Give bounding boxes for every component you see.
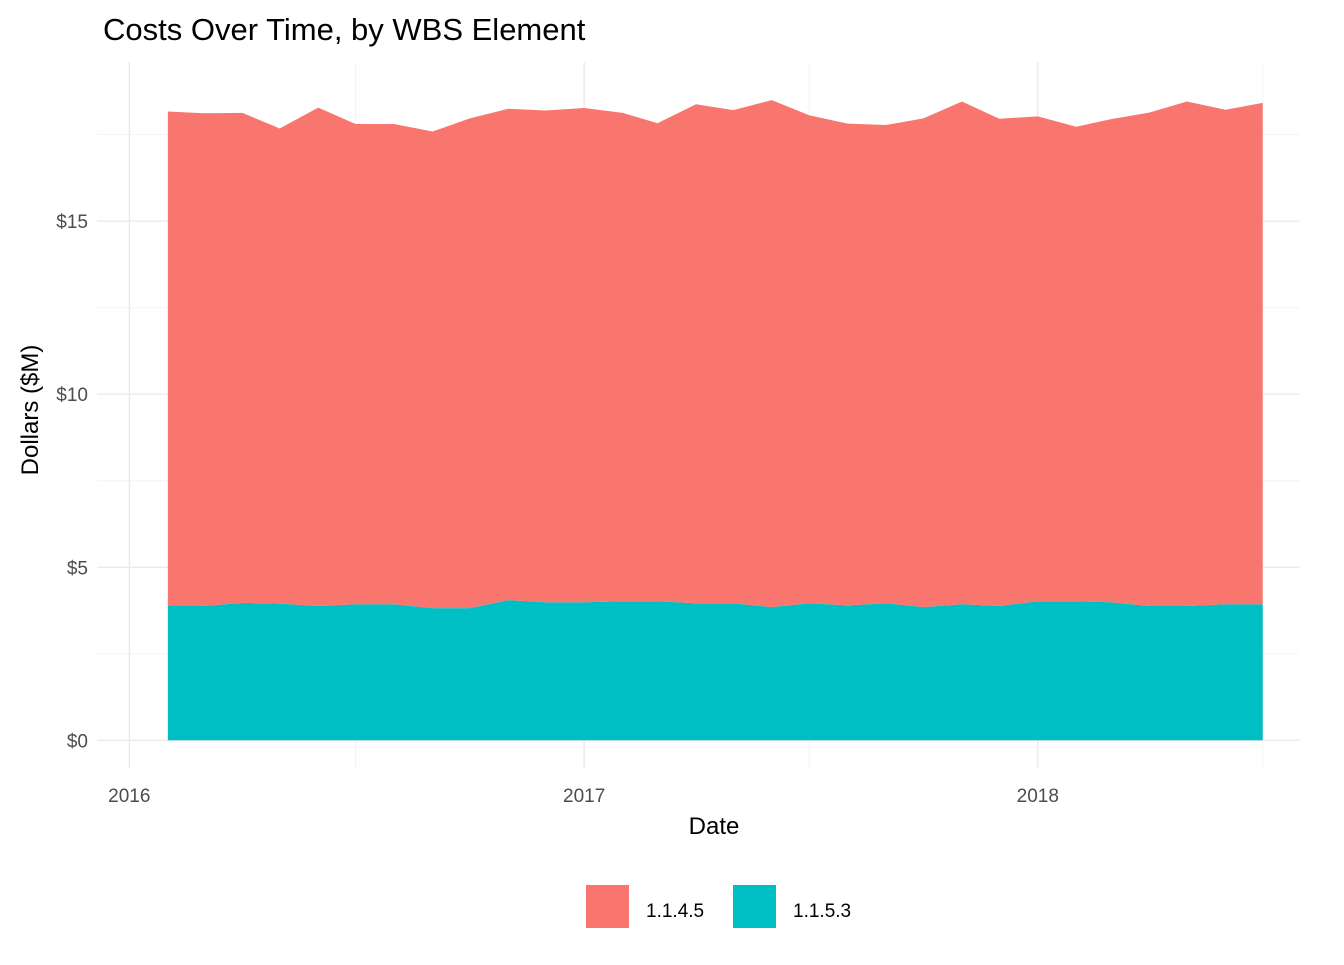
chart-title: Costs Over Time, by WBS Element: [103, 12, 586, 47]
legend-label: 1.1.5.3: [793, 901, 851, 922]
y-axis-ticks: $0 $5 $10 $15: [56, 212, 88, 752]
x-tick-label: 2018: [1017, 786, 1059, 807]
area-series-group: [167, 100, 1263, 741]
y-axis-title: Dollars ($M): [17, 345, 44, 476]
x-tick-label: 2016: [108, 786, 150, 807]
legend-swatch: [733, 885, 776, 928]
y-tick-label: $0: [67, 731, 88, 752]
area-series-1-1-5-3: [167, 600, 1263, 741]
y-tick-label: $15: [56, 212, 88, 233]
legend-swatch: [586, 885, 629, 928]
area-series-1-1-4-5: [167, 100, 1263, 609]
x-axis-title: Date: [689, 813, 740, 840]
x-axis-ticks: 2016 2017 2018: [108, 786, 1059, 807]
legend: 1.1.4.5 1.1.5.3: [586, 885, 851, 928]
y-tick-label: $5: [67, 558, 88, 579]
x-tick-label: 2017: [563, 786, 605, 807]
y-tick-label: $10: [56, 385, 88, 406]
legend-label: 1.1.4.5: [646, 901, 704, 922]
